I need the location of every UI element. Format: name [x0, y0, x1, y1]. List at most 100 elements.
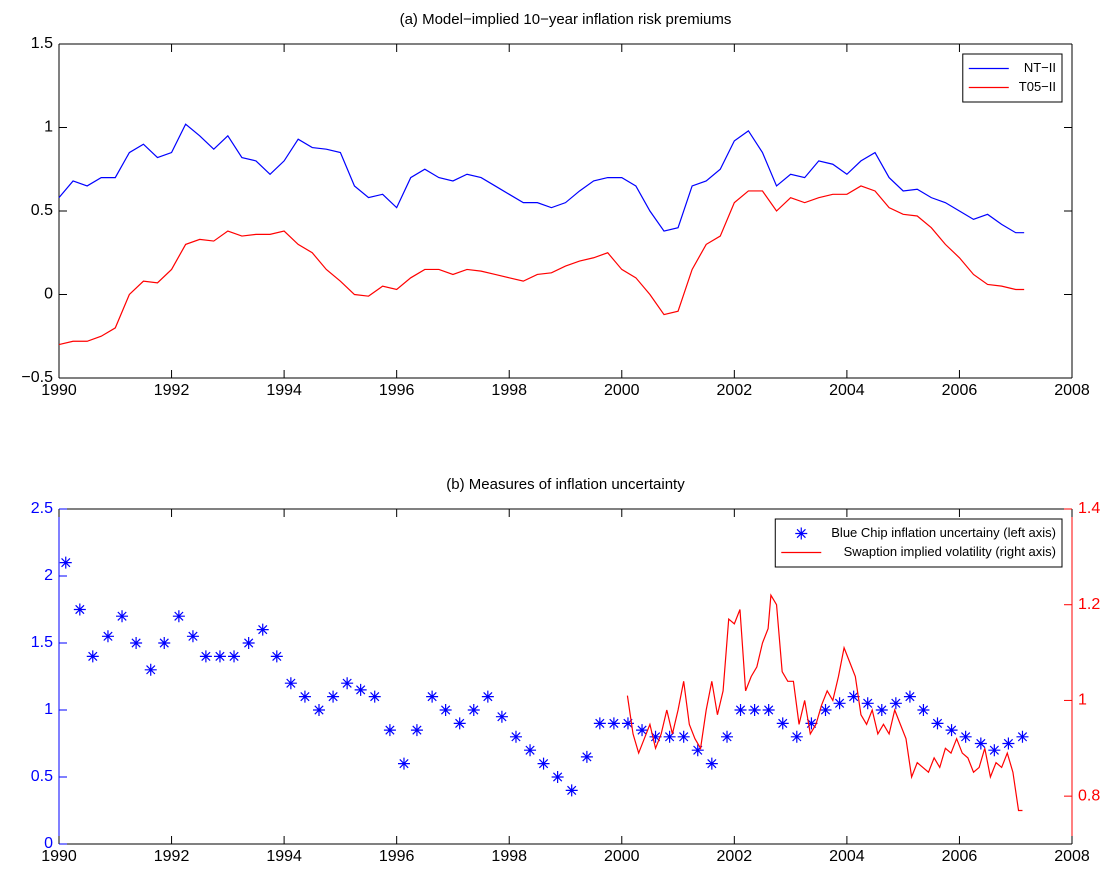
scatter-point: [833, 697, 846, 710]
y-tick-label: 0.5: [31, 202, 53, 219]
legend-label: NT−II: [1024, 60, 1056, 75]
scatter-point: [313, 704, 326, 716]
scatter-point: [705, 757, 718, 770]
scatter-point: [847, 690, 860, 703]
scatter-point: [158, 637, 171, 649]
scatter-point: [593, 717, 606, 730]
y-tick-label: 1: [44, 701, 53, 718]
scatter-point: [284, 677, 297, 690]
legend-label: T05−II: [1019, 79, 1056, 94]
scatter-point: [621, 717, 634, 730]
y2-tick-label: 1.2: [1078, 596, 1100, 613]
scatter-point: [988, 744, 1001, 757]
x-tick-label: 2000: [604, 382, 640, 399]
x-tick-label: 1990: [41, 382, 77, 399]
scatter-point: [186, 630, 199, 643]
y-tick-label: 0: [44, 286, 53, 303]
x-tick-label: 2006: [942, 848, 978, 865]
legend: Blue Chip inflation uncertainy (left axi…: [774, 518, 1063, 568]
y-tick-label: 0.5: [31, 768, 53, 785]
y-tick-label: 1: [44, 119, 53, 136]
scatter-point: [734, 704, 747, 716]
scatter-point: [875, 704, 888, 716]
scatter-point: [116, 610, 129, 623]
scatter-point: [354, 683, 367, 696]
scatter-point: [101, 630, 114, 643]
scatter-point: [256, 623, 269, 636]
x-tick-label: 1992: [154, 848, 190, 865]
legend-label: Blue Chip inflation uncertainy (left axi…: [831, 525, 1056, 540]
scatter-point: [663, 730, 676, 743]
y-tick-label: 2: [44, 567, 53, 584]
scatter-point: [73, 603, 86, 616]
x-tick-label: 1998: [491, 848, 527, 865]
scatter-point: [199, 650, 212, 663]
legend-marker: [795, 527, 808, 540]
panel: (b) Measures of inflation uncertainty 199…: [31, 476, 1101, 865]
scatter-point: [86, 650, 99, 663]
chart-title: (b) Measures of inflation uncertainty: [446, 476, 685, 493]
scatter-point: [341, 677, 354, 690]
scatter-point: [509, 730, 522, 743]
y2-tick-label: 1: [1078, 692, 1087, 709]
scatter-point: [524, 744, 537, 757]
y-tick-label: 1.5: [31, 634, 53, 651]
legend-box: [774, 518, 1063, 568]
scatter-point: [889, 697, 902, 710]
scatter-point: [397, 757, 410, 770]
series-line: [58, 123, 1025, 234]
x-tick-label: 1992: [154, 382, 190, 399]
x-tick-label: 1994: [266, 848, 302, 865]
scatter-point: [495, 710, 508, 723]
scatter-point: [213, 650, 226, 663]
scatter-point: [481, 690, 494, 703]
legend-label: Swaption implied volatility (right axis): [844, 544, 1056, 559]
scatter-point: [636, 724, 649, 737]
scatter-point: [144, 663, 157, 676]
y-tick-label: 0: [44, 835, 53, 852]
scatter-point: [959, 730, 972, 743]
scatter-point: [649, 730, 662, 743]
scatter-point: [917, 704, 930, 716]
scatter-point: [776, 717, 789, 730]
x-tick-label: 2004: [829, 382, 865, 399]
scatter-point: [1002, 737, 1015, 750]
series-line: [626, 593, 1023, 812]
scatter-point: [368, 690, 381, 703]
scatter-point: [453, 717, 466, 730]
y-tick-label: 2.5: [31, 500, 53, 517]
scatter-point: [467, 704, 480, 716]
x-tick-label: 1994: [266, 382, 302, 399]
scatter-point: [819, 704, 832, 716]
scatter-point: [537, 757, 550, 770]
chart-title: (a) Model−implied 10−year inflation risk…: [400, 11, 732, 28]
x-tick-label: 1996: [379, 848, 415, 865]
x-tick-label: 2002: [717, 848, 753, 865]
series-line: [58, 185, 1025, 346]
x-tick-label: 1996: [379, 382, 415, 399]
scatter-point: [691, 744, 704, 757]
scatter-point: [762, 704, 775, 716]
scatter-point: [945, 724, 958, 737]
x-tick-label: 1998: [491, 382, 527, 399]
scatter-point: [270, 650, 283, 663]
legend-box: [962, 53, 1063, 103]
scatter-point: [383, 724, 396, 737]
scatter-point: [426, 690, 439, 703]
panel: (a) Model−implied 10−year inflation risk…: [21, 11, 1089, 399]
scatter-point: [931, 717, 944, 730]
x-tick-label: 2006: [942, 382, 978, 399]
scatter-point: [439, 704, 452, 716]
scatter-point: [861, 697, 874, 710]
x-tick-label: 2004: [829, 848, 865, 865]
x-tick-label: 2002: [717, 382, 753, 399]
scatter-point: [228, 650, 241, 663]
scatter-point: [974, 737, 987, 750]
scatter-point: [677, 730, 690, 743]
legend: NT−II T05−II: [962, 53, 1063, 103]
scatter-point: [790, 730, 803, 743]
x-tick-label: 2000: [604, 848, 640, 865]
scatter-point: [748, 704, 761, 716]
